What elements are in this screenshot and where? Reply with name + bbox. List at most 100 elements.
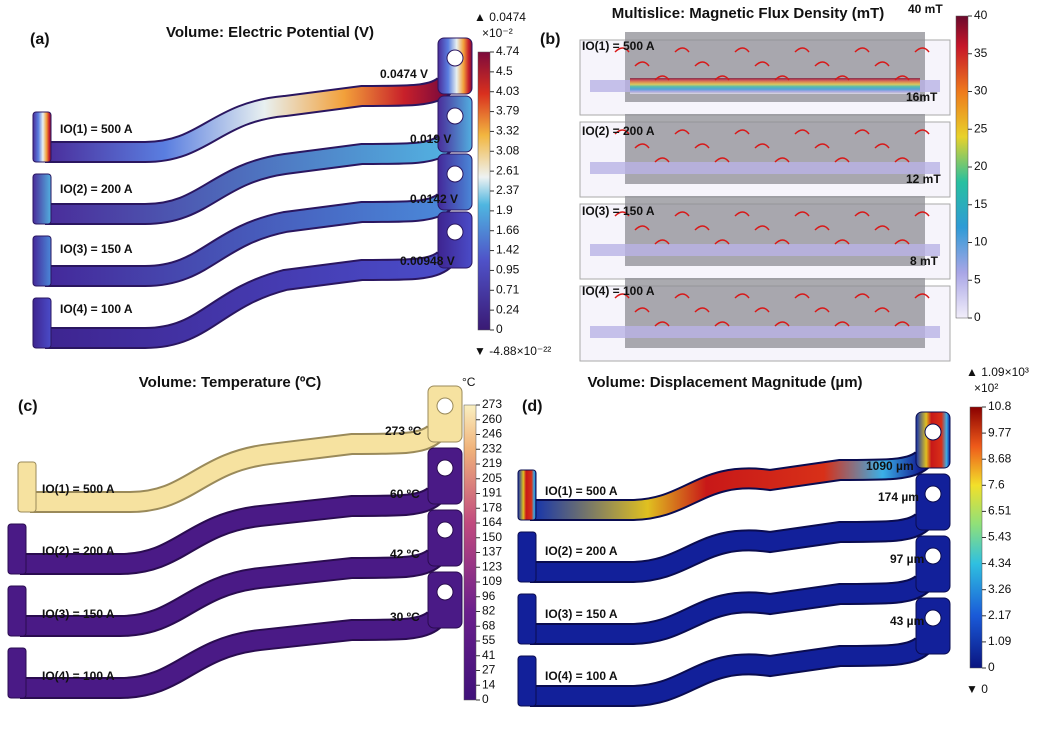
colorbar-label: 5 [974,272,981,286]
tab-hole [437,584,453,600]
panel-title: Volume: Displacement Magnitude (µm) [587,374,862,391]
colorbar-label: 3.26 [988,582,1012,596]
tab-hole [925,610,941,626]
colorbar-label: 20 [974,159,988,173]
busbar-tab [33,174,51,224]
colorbar-label: 164 [482,515,502,529]
colorbar-label: 27 [482,663,496,677]
colorbar-label: 4.03 [496,84,520,98]
busbar-tab [33,236,51,286]
value-label: 8 mT [910,254,939,268]
colorbar-label: 41 [482,648,496,662]
colorbar [478,52,490,330]
colorbar-label: 205 [482,471,502,485]
colorbar-label: 25 [974,121,988,135]
current-label: IO(3) = 150 A [582,204,655,218]
current-label: IO(3) = 150 A [545,607,618,621]
colorbar-label: 2.37 [496,183,520,197]
colorbar-label: 4.34 [988,556,1012,570]
panel-title: Volume: Electric Potential (V) [166,24,374,41]
busbar-tab [8,586,26,636]
colorbar-label: 260 [482,412,502,426]
panel-label: (b) [540,31,560,48]
colorbar-label: 2.17 [988,608,1012,622]
value-label: 0.0474 V [380,67,428,81]
value-label: 30 ºC [390,610,420,624]
colorbar-label: 178 [482,500,502,514]
colorbar-label: 14 [482,677,496,691]
tab-hole [437,398,453,414]
slice-plane [590,326,940,338]
colorbar-label: 1.09 [988,634,1012,648]
colorbar-label: 10 [974,235,988,249]
current-label: IO(1) = 500 A [42,482,115,496]
value-label: 0.019 V [410,132,451,146]
colorbar-label: 30 [974,84,988,98]
value-label: 1090 µm [866,459,914,473]
current-label: IO(2) = 200 A [42,544,115,558]
colorbar-label: 9.77 [988,425,1012,439]
colorbar-label: 137 [482,545,502,559]
current-label: IO(2) = 200 A [545,544,618,558]
panels: (a) Volume: Electric Potential (V) (b) Mult… [8,2,1029,706]
colorbar-label: 5.43 [988,530,1012,544]
tab-hole [925,424,941,440]
current-label: IO(4) = 100 A [582,284,655,298]
colorbar-max: ▲ 1.09×10³ [966,365,1029,379]
colorbar-label: 1.42 [496,243,520,257]
colorbar-max: ▲ 0.0474 [474,10,526,24]
colorbar-label: 40 [974,8,988,22]
colorbar-label: 109 [482,574,502,588]
colorbar-label: 3.32 [496,124,520,138]
tab-hole [437,460,453,476]
busbar-tab [518,656,536,706]
colorbar-label: 4.5 [496,64,513,78]
value-label: 40 mT [908,2,943,16]
value-label: 43 µm [890,614,924,628]
colorbar-label: 10.8 [988,399,1012,413]
value-label: 12 mT [906,172,941,186]
current-label: IO(1) = 500 A [60,122,133,136]
panel-title: Volume: Temperature (ºC) [139,374,321,391]
tab-hole [447,166,463,182]
busbar-tab [518,532,536,582]
colorbar-label: 0 [988,660,995,674]
current-label: IO(1) = 500 A [545,484,618,498]
colorbar-label: 219 [482,456,502,470]
colorbar-label: 6.51 [988,504,1012,518]
tab-hole [447,50,463,66]
tab-hole [447,108,463,124]
busbar-tab [8,648,26,698]
colorbar-label: 3.08 [496,143,520,157]
current-label: IO(2) = 200 A [60,182,133,196]
value-label: 97 µm [890,552,924,566]
panel-title: Multislice: Magnetic Flux Density (mT) [612,5,885,22]
colorbar-label: 15 [974,197,988,211]
colorbar-exponent: ×10⁻² [482,26,513,40]
value-label: 0.00948 V [400,254,455,268]
current-label: IO(1) = 500 A [582,39,655,53]
colorbar-label: 7.6 [988,477,1005,491]
busbar-tab [8,524,26,574]
colorbar-label: 0 [974,310,981,324]
value-label: 42 ºC [390,547,420,561]
field-hotspot [630,78,920,94]
colorbar-label: 82 [482,604,496,618]
busbar-tab [18,462,36,512]
colorbar-label: 0.24 [496,302,520,316]
tab-hole [447,224,463,240]
colorbar [464,405,476,700]
colorbar-label: 35 [974,46,988,60]
colorbar-min: ▼ 0 [966,682,988,696]
current-label: IO(3) = 150 A [60,242,133,256]
colorbar-label: 0 [496,322,503,336]
slice-plane [590,162,940,174]
tab-hole [437,522,453,538]
panel-label: (a) [30,31,50,48]
colorbar-label: 0.71 [496,282,520,296]
value-label: 0.0142 V [410,192,458,206]
colorbar-label: 2.61 [496,163,520,177]
busbar-tab [33,298,51,348]
panel-label: (c) [18,398,38,415]
colorbar-label: 150 [482,530,502,544]
